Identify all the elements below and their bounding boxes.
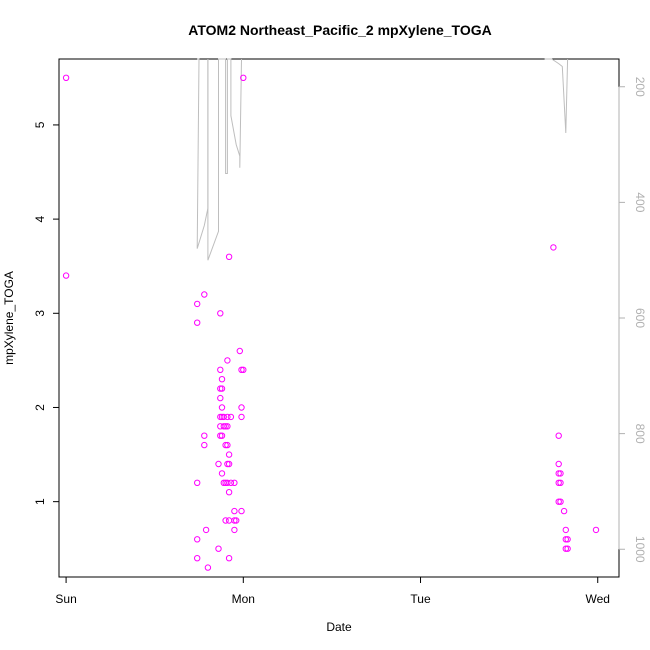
data-point	[220, 423, 228, 430]
x-tick-label: Tue	[410, 592, 431, 606]
data-point	[222, 423, 229, 430]
data-point	[560, 507, 568, 515]
data-point	[225, 451, 233, 458]
data-point	[225, 555, 233, 562]
data-point	[215, 545, 222, 552]
data-point	[62, 272, 70, 279]
data-point	[562, 536, 569, 543]
pressure-line-series	[196, 58, 569, 261]
chart-title: ATOM2 Northeast_Pacific_2 mpXylene_TOGA	[188, 22, 491, 38]
data-point	[557, 498, 564, 505]
data-point	[204, 564, 212, 571]
x-tick-label: Sun	[55, 592, 76, 606]
data-point	[201, 432, 208, 439]
y-axis: 1 2 3 4 5	[33, 121, 60, 505]
right-y-tick-label: 200	[633, 77, 647, 97]
data-point	[555, 432, 562, 439]
data-point	[62, 74, 70, 82]
y-tick-label: 1	[33, 498, 47, 505]
data-point	[194, 300, 201, 308]
data-point	[218, 385, 226, 392]
y-tick-label: 4	[33, 215, 47, 222]
right-y-tick-label: 400	[633, 192, 647, 212]
data-point	[238, 507, 245, 515]
data-point	[231, 507, 238, 515]
data-point	[224, 357, 231, 364]
data-point	[236, 347, 244, 355]
data-point	[194, 555, 201, 562]
data-point	[225, 489, 233, 496]
right-y-axis: 200 400 600 800 1000	[618, 77, 647, 563]
data-point	[231, 517, 238, 524]
data-point	[224, 423, 231, 430]
data-point	[202, 526, 210, 534]
data-point	[227, 479, 235, 486]
data-point	[222, 517, 229, 524]
data-point	[217, 366, 224, 373]
data-point	[233, 517, 240, 524]
x-axis: Sun Mon Tue Wed	[55, 576, 610, 606]
y-tick-label: 5	[33, 121, 47, 128]
plot-frame	[58, 58, 620, 578]
data-point	[224, 413, 231, 421]
data-point	[225, 253, 233, 260]
data-point	[217, 310, 224, 317]
data-point	[217, 394, 224, 402]
data-point	[215, 460, 222, 468]
data-point	[240, 366, 247, 373]
data-point	[218, 404, 226, 411]
data-point	[564, 545, 571, 552]
data-point	[222, 441, 229, 449]
data-point	[194, 536, 201, 543]
data-point	[240, 74, 247, 82]
pressure-line-segment	[207, 58, 242, 261]
data-point	[227, 413, 235, 421]
data-point	[562, 545, 569, 552]
data-point	[218, 376, 226, 383]
data-point	[218, 470, 226, 477]
data-point	[238, 404, 245, 411]
data-point	[555, 470, 562, 477]
right-y-tick-label: 600	[633, 308, 647, 328]
y-tick-label: 3	[33, 310, 47, 317]
right-y-tick-label: 1000	[633, 536, 647, 563]
x-tick-label: Mon	[232, 592, 255, 606]
data-point	[218, 432, 226, 439]
data-point	[592, 526, 600, 534]
x-tick-label: Wed	[585, 592, 609, 606]
pressure-line-segment	[196, 58, 209, 249]
data-point	[557, 479, 564, 486]
y-tick-label: 2	[33, 404, 47, 411]
data-point	[225, 460, 233, 468]
data-point	[231, 526, 238, 534]
data-point	[220, 413, 228, 421]
data-point	[564, 536, 571, 543]
data-point	[224, 441, 231, 449]
data-point	[555, 498, 562, 505]
data-point	[238, 413, 245, 421]
data-point	[194, 319, 201, 326]
data-point	[201, 291, 208, 298]
data-point	[562, 526, 569, 534]
y-axis-label: mpXylene_TOGA	[2, 271, 16, 365]
data-point	[224, 479, 231, 486]
x-axis-label: Date	[326, 620, 352, 634]
data-point	[557, 470, 564, 477]
data-point	[201, 441, 208, 449]
data-point	[225, 517, 233, 524]
data-point	[220, 479, 228, 486]
scatter-points	[62, 74, 600, 571]
data-point	[238, 366, 245, 373]
data-point	[231, 479, 238, 486]
pressure-line-segment	[544, 58, 569, 134]
data-point	[555, 460, 562, 468]
data-point	[550, 244, 557, 251]
data-point	[555, 479, 562, 486]
right-y-tick-label: 800	[633, 424, 647, 444]
data-point	[194, 479, 201, 486]
